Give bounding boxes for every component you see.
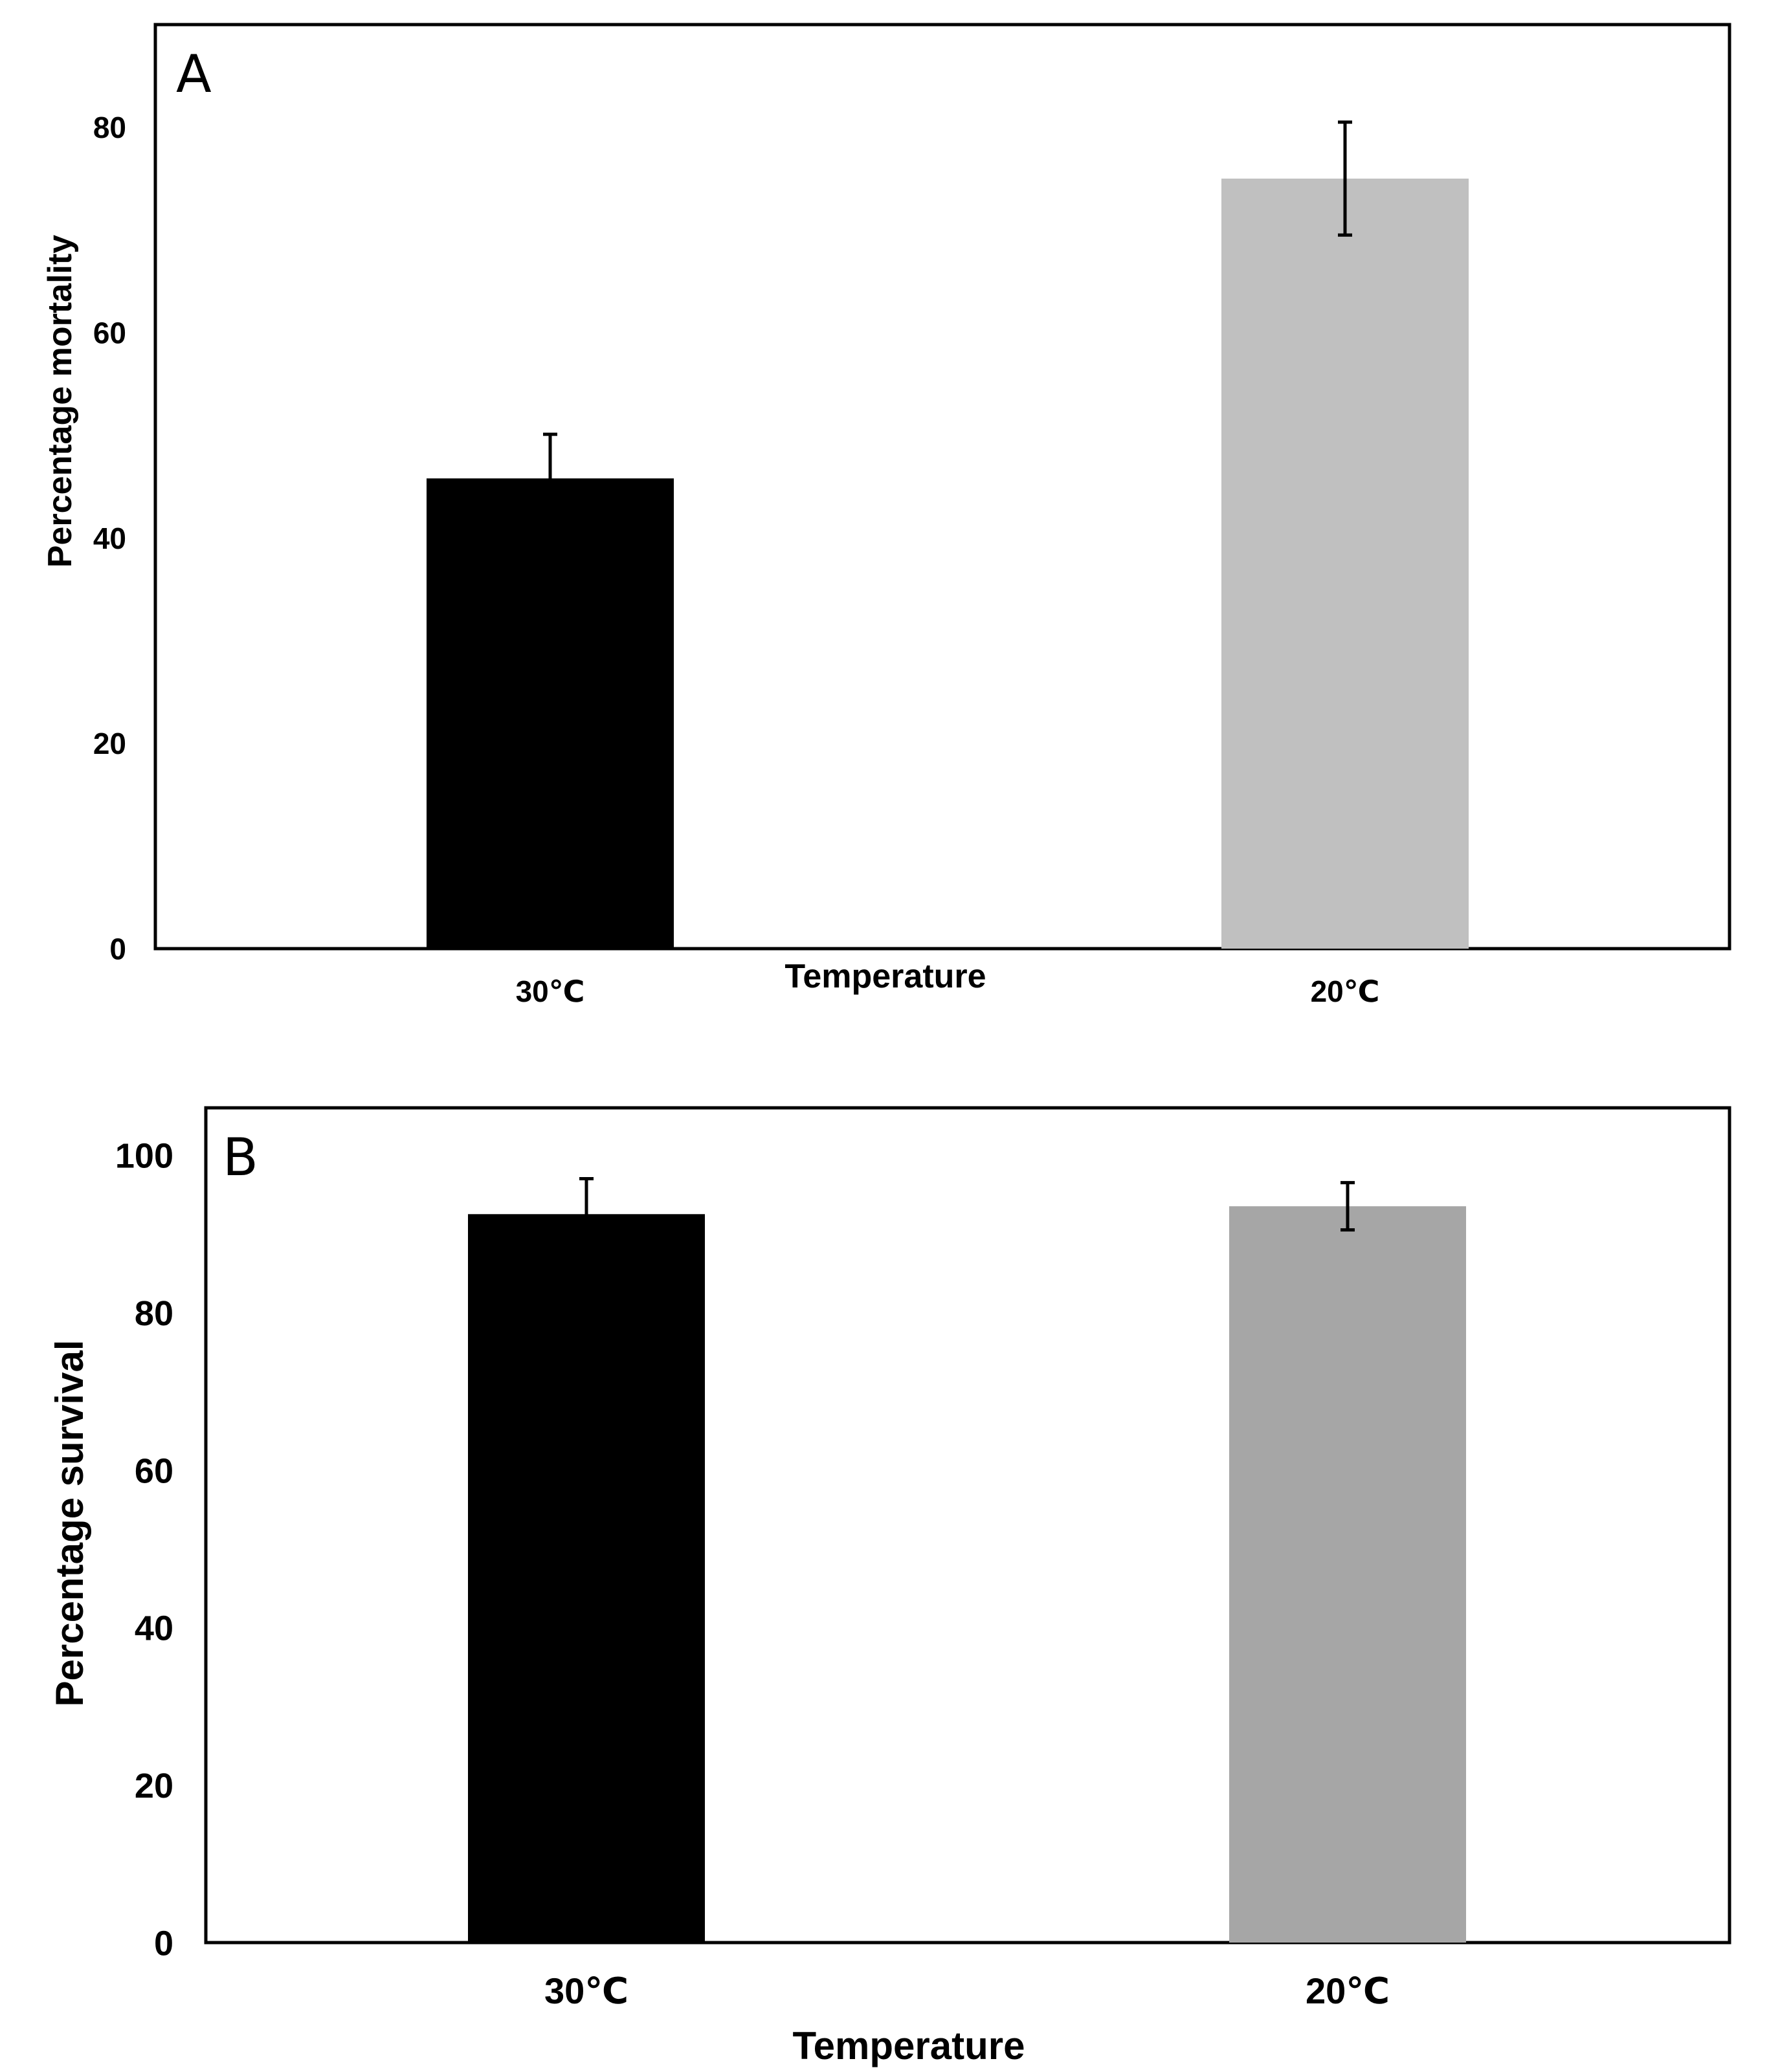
panel-a-y-axis-title: Percentage mortality	[41, 235, 79, 568]
bar-a-2	[1221, 179, 1469, 949]
y-tick-label-b-0: 0	[154, 1924, 173, 1963]
panel-a: A Percentage mortality Temperature 0 20 40…	[41, 23, 1731, 1008]
y-tick-label-b-1: 20	[135, 1767, 173, 1805]
y-tick-label-a-4: 80	[93, 111, 126, 144]
panel-a-plot-frame	[153, 23, 1731, 951]
panel-b-x-axis-title: Temperature	[792, 2024, 1025, 2067]
category-label-a-1: 30℃	[516, 975, 585, 1008]
bar-a-1	[427, 478, 674, 949]
panel-b-y-ticks: 0 20 40 60 80 100	[115, 1136, 173, 1963]
y-tick-label-b-2: 40	[135, 1609, 173, 1648]
y-tick-label-b-4: 80	[135, 1294, 173, 1333]
panel-b-plot-frame	[204, 1106, 1731, 1945]
panel-b-y-axis-title: Percentage survival	[48, 1340, 91, 1707]
bar-b-1	[468, 1214, 705, 1943]
panel-a-y-ticks: 0 20 40 60 80	[93, 111, 126, 965]
category-label-b-2: 20℃	[1306, 1970, 1390, 2011]
y-tick-label-a-2: 40	[93, 522, 126, 555]
panel-a-label: A	[176, 44, 212, 104]
y-tick-label-b-3: 60	[135, 1451, 173, 1490]
y-tick-label-a-1: 20	[93, 727, 126, 760]
panel-b-label: B	[223, 1127, 258, 1187]
category-label-a-2: 20℃	[1311, 975, 1380, 1008]
panel-b-bars	[468, 1177, 1466, 1943]
category-label-b-1: 30℃	[544, 1970, 629, 2011]
bar-b-2	[1229, 1206, 1466, 1943]
panel-b-category-labels: 30℃ 20℃	[544, 1970, 1390, 2011]
panel-a-x-axis-title: Temperature	[784, 958, 986, 995]
panel-b: B Percentage survival Temperature 0 20 40 6…	[48, 1106, 1731, 2067]
y-tick-label-a-3: 60	[93, 316, 126, 350]
y-tick-label-a-0: 0	[109, 932, 126, 966]
y-tick-label-b-5: 100	[115, 1136, 173, 1175]
panel-a-category-labels: 30℃ 20℃	[516, 975, 1380, 1008]
panel-a-bars	[427, 120, 1469, 949]
